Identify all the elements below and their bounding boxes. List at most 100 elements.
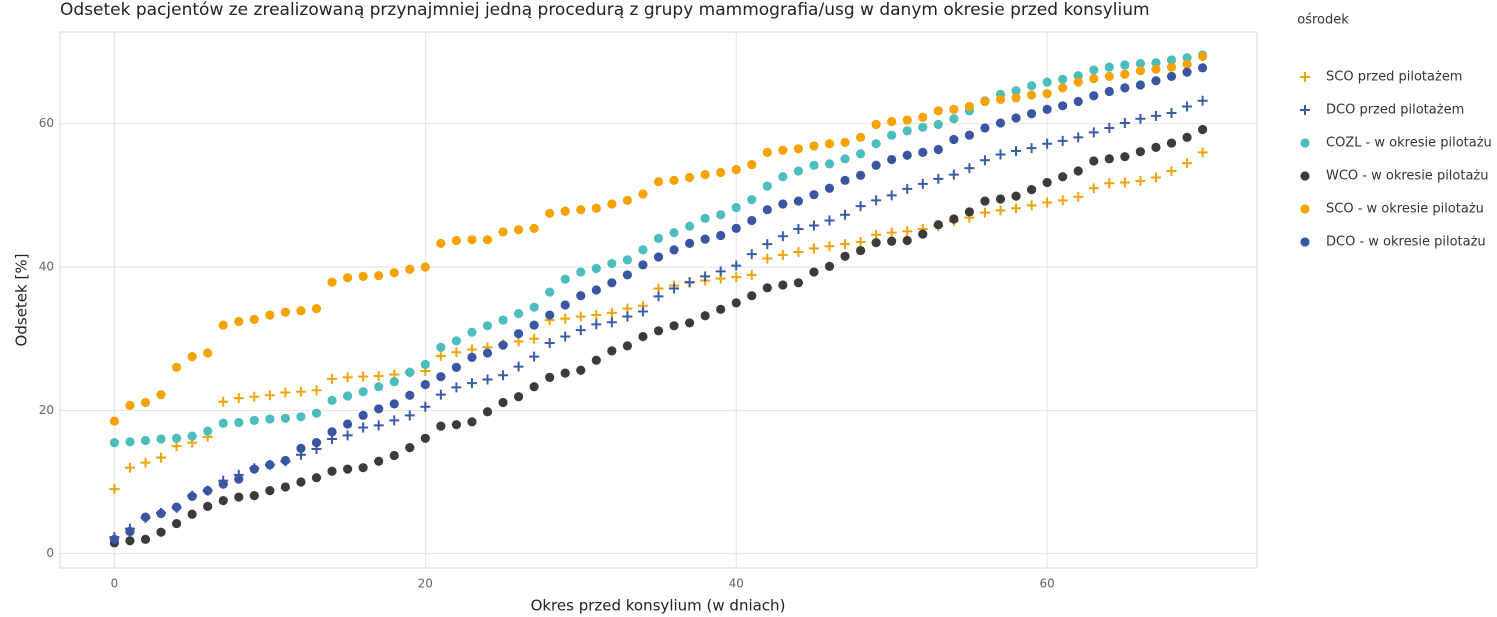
legend-label: DCO - w okresie pilotażu — [1326, 235, 1486, 250]
point — [1058, 74, 1068, 84]
point — [1104, 154, 1114, 164]
point — [793, 278, 804, 288]
point — [576, 291, 586, 301]
point — [622, 270, 633, 280]
point — [265, 310, 275, 320]
point — [1135, 113, 1146, 124]
point — [249, 464, 259, 474]
point — [498, 397, 508, 408]
point — [871, 238, 881, 248]
point — [902, 226, 913, 237]
point — [653, 326, 664, 336]
point — [451, 362, 462, 372]
point — [513, 329, 524, 339]
point — [1042, 138, 1053, 149]
point — [1073, 166, 1083, 176]
point — [280, 482, 291, 492]
point — [949, 114, 959, 124]
legend-label: SCO - w okresie pilotażu — [1326, 202, 1484, 217]
point — [684, 221, 695, 231]
point — [234, 474, 244, 484]
point — [420, 401, 431, 412]
point — [809, 190, 819, 200]
point — [778, 280, 788, 290]
legend-label: COZL - w okresie pilotażu — [1326, 136, 1492, 151]
point — [918, 147, 928, 157]
point — [560, 300, 570, 310]
point — [529, 351, 540, 362]
point — [591, 355, 601, 365]
point — [171, 518, 182, 529]
point — [917, 178, 928, 189]
point — [389, 399, 399, 409]
point — [203, 486, 213, 496]
legend-label: WCO - w okresie pilotażu — [1326, 169, 1489, 184]
point — [1011, 203, 1022, 214]
point — [171, 502, 182, 512]
legend-label: DCO przed pilotażem — [1326, 103, 1464, 118]
point — [576, 267, 586, 277]
point — [1042, 104, 1052, 114]
point — [575, 325, 586, 336]
point — [591, 319, 602, 330]
y-tick-label: 40 — [39, 260, 54, 274]
point — [529, 382, 539, 392]
point — [1120, 69, 1130, 79]
point — [824, 183, 835, 193]
point — [327, 277, 337, 287]
point — [156, 452, 167, 463]
legend-marker — [1300, 105, 1310, 115]
y-axis-label: Odsetek [%] — [13, 254, 31, 347]
point — [482, 374, 493, 385]
x-tick-label: 0 — [111, 577, 119, 591]
point — [109, 416, 120, 426]
point — [731, 298, 741, 308]
point — [591, 263, 601, 274]
point — [358, 271, 368, 281]
point — [1182, 132, 1192, 142]
point — [793, 166, 804, 176]
point — [560, 331, 571, 342]
point — [1119, 118, 1130, 129]
point — [109, 484, 120, 495]
point — [1073, 191, 1084, 202]
point — [513, 361, 524, 372]
point — [840, 154, 850, 164]
point — [249, 314, 259, 324]
point — [1057, 135, 1068, 146]
point — [637, 306, 648, 317]
point — [576, 365, 586, 375]
point — [1057, 195, 1068, 206]
point — [529, 223, 539, 233]
point — [638, 189, 648, 199]
point — [638, 260, 648, 270]
point — [948, 169, 959, 180]
point — [887, 130, 897, 140]
point — [374, 404, 384, 414]
point — [467, 235, 477, 245]
point — [1166, 62, 1177, 72]
point — [918, 112, 928, 122]
point — [218, 479, 228, 489]
point — [731, 202, 741, 213]
point — [1150, 110, 1161, 121]
x-tick-label: 20 — [418, 577, 433, 591]
point — [218, 496, 228, 506]
point — [529, 333, 540, 344]
point — [1011, 191, 1021, 201]
point — [436, 342, 446, 352]
point — [342, 419, 353, 429]
point — [824, 261, 835, 271]
point — [700, 271, 711, 282]
point — [1151, 64, 1161, 74]
point — [669, 283, 680, 294]
point — [606, 317, 617, 328]
point — [1166, 71, 1177, 82]
point — [203, 348, 213, 358]
point — [1197, 147, 1208, 158]
point — [855, 132, 866, 142]
point — [513, 309, 524, 319]
point — [1197, 51, 1208, 61]
point — [762, 205, 772, 215]
point — [1182, 101, 1193, 112]
